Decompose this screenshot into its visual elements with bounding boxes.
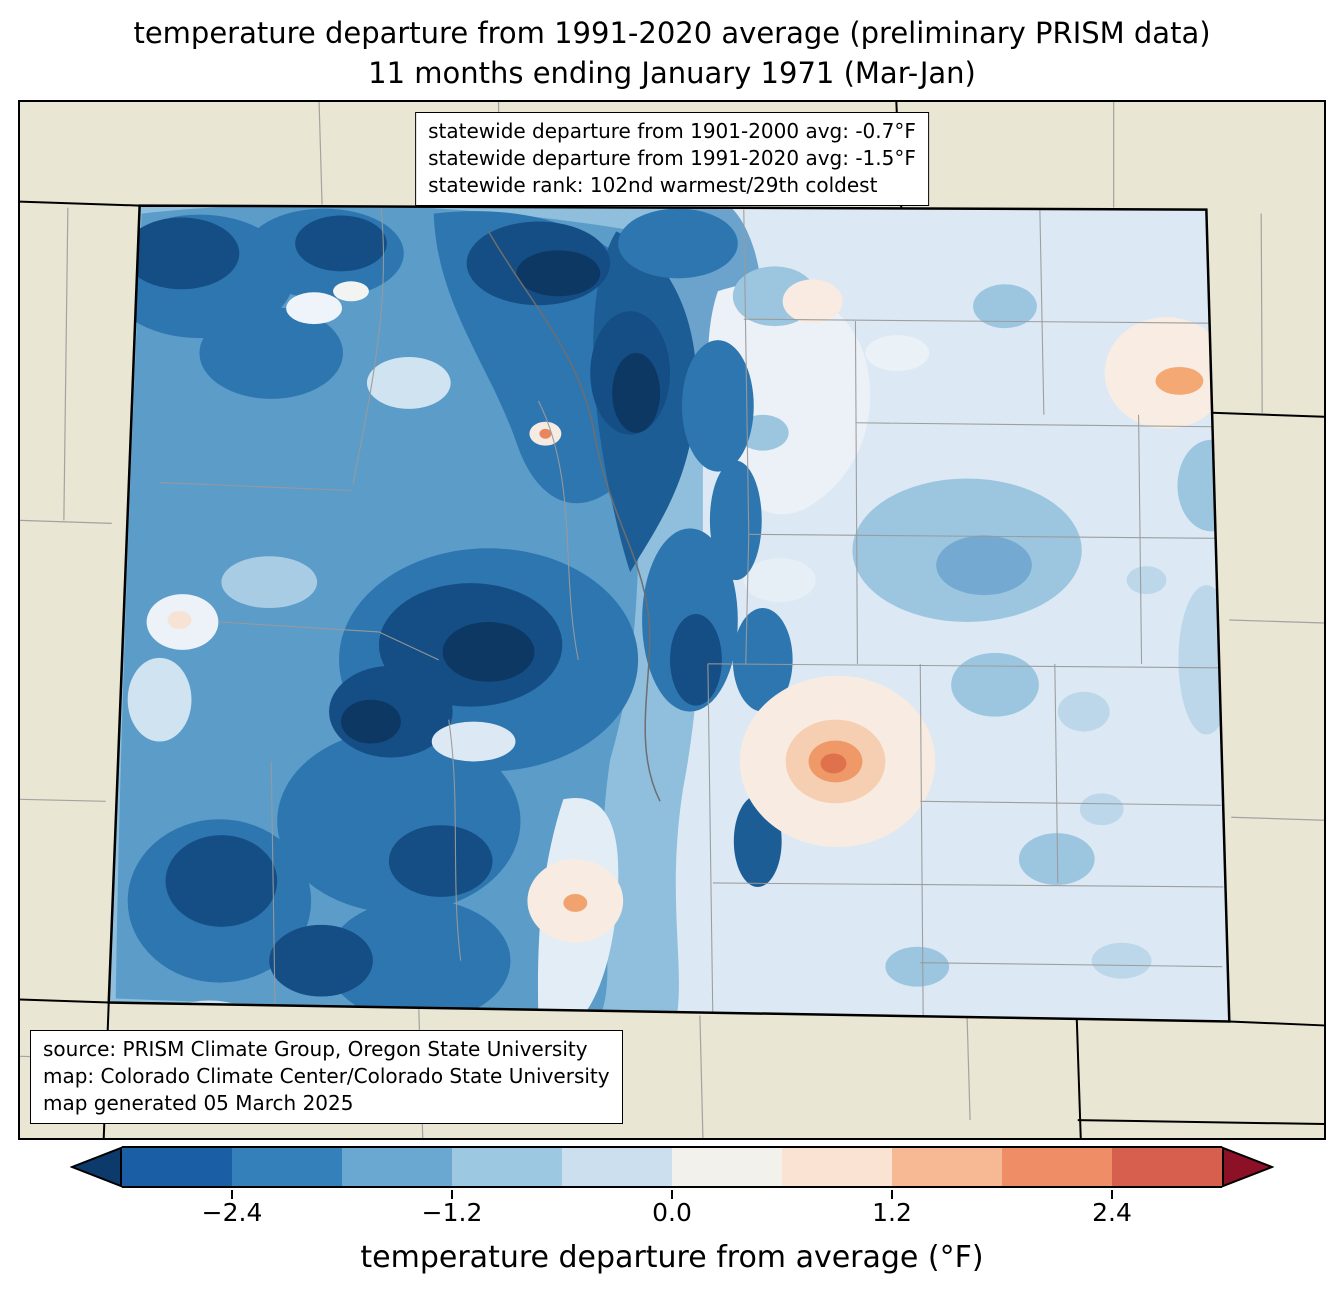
colorbar-segment <box>232 1148 342 1186</box>
colorbar-left-arrow <box>70 1146 122 1188</box>
continental-divide-line <box>487 231 661 802</box>
colorbar-tickmark <box>451 1190 453 1199</box>
colorbar-tickmark <box>671 1190 673 1199</box>
colorbar-segment <box>562 1148 672 1186</box>
county-lines <box>159 207 1224 1022</box>
stats-line-2: statewide departure from 1991-2020 avg: … <box>428 146 916 170</box>
colorbar-segment <box>1112 1148 1222 1186</box>
colorbar-tick: 2.4 <box>1092 1198 1132 1227</box>
colorbar-segment <box>122 1148 232 1186</box>
colorbar-tick: 0.0 <box>652 1198 692 1227</box>
colorado-map <box>20 102 1324 1138</box>
colorbar-tick: −1.2 <box>421 1198 483 1227</box>
colorbar-tickmark <box>1111 1190 1113 1199</box>
map-frame: statewide departure from 1901-2000 avg: … <box>18 100 1326 1140</box>
colorbar-segment <box>672 1148 782 1186</box>
colorbar-right-arrow <box>1222 1146 1274 1188</box>
colorbar: −2.4 −1.2 0.0 1.2 2.4 <box>0 1146 1344 1238</box>
colorado-border <box>107 204 1231 1023</box>
source-line-3: map generated 05 March 2025 <box>43 1091 354 1115</box>
colorbar-segment <box>782 1148 892 1186</box>
colorbar-segments <box>122 1146 1222 1199</box>
colorbar-segment <box>1002 1148 1112 1186</box>
colorbar-tick: 1.2 <box>872 1198 912 1227</box>
source-box: source: PRISM Climate Group, Oregon Stat… <box>30 1030 623 1124</box>
colorbar-tick-labels: −2.4 −1.2 0.0 1.2 2.4 <box>122 1198 1222 1230</box>
stats-line-1: statewide departure from 1901-2000 avg: … <box>428 119 916 143</box>
source-line-1: source: PRISM Climate Group, Oregon Stat… <box>43 1037 588 1061</box>
source-line-2: map: Colorado Climate Center/Colorado St… <box>43 1064 610 1088</box>
colorbar-segment <box>342 1148 452 1186</box>
colorbar-axis-label: temperature departure from average (°F) <box>360 1240 984 1275</box>
stats-box: statewide departure from 1901-2000 avg: … <box>415 112 929 206</box>
colorbar-tickmark <box>891 1190 893 1199</box>
page-title-line1: temperature departure from 1991-2020 ave… <box>133 16 1211 50</box>
stats-line-3: statewide rank: 102nd warmest/29th colde… <box>428 173 878 197</box>
colorbar-segment <box>892 1148 1002 1186</box>
colorbar-tick: −2.4 <box>201 1198 263 1227</box>
page-title-line2: 11 months ending January 1971 (Mar-Jan) <box>368 56 976 90</box>
colorbar-right-arrow-shape <box>1222 1146 1274 1188</box>
colorbar-segment <box>452 1148 562 1186</box>
colorbar-tickmark <box>231 1190 233 1199</box>
colorbar-left-arrow-shape <box>70 1146 122 1188</box>
